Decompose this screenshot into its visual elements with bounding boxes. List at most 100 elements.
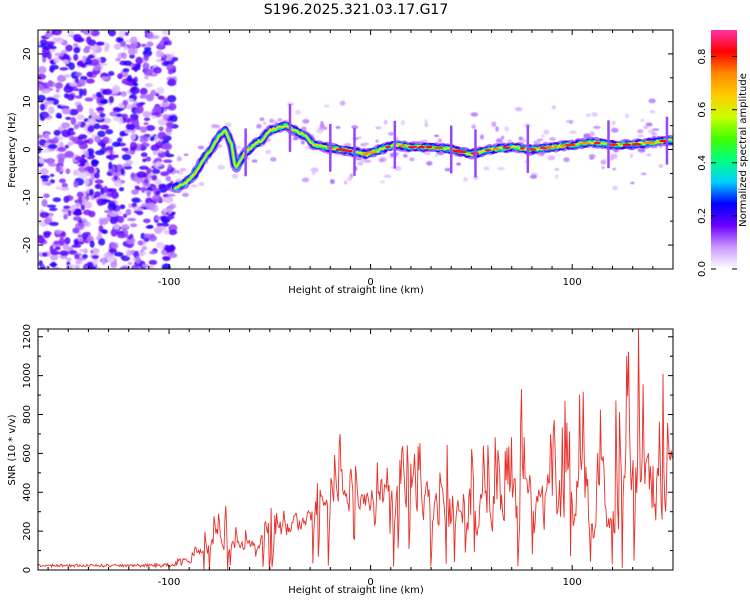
- noise-blob: [117, 232, 126, 239]
- noise-blob: [41, 199, 48, 207]
- faint-blob: [329, 178, 335, 185]
- noise-blob: [168, 229, 178, 236]
- noise-blob: [57, 146, 67, 152]
- faint-blob: [349, 173, 354, 179]
- snr-x-label: Height of straight line (km): [288, 585, 424, 596]
- faint-blob: [236, 145, 242, 149]
- faint-blob: [586, 113, 591, 117]
- noise-blob: [160, 102, 170, 108]
- faint-blob: [543, 129, 550, 135]
- ridge-peak: [456, 150, 467, 154]
- faint-blob: [624, 113, 630, 119]
- faint-blob: [649, 109, 656, 114]
- noise-blob: [129, 250, 135, 255]
- noise-blob: [150, 89, 156, 96]
- noise-blob: [155, 92, 160, 97]
- x-tick-label: -100: [158, 577, 181, 588]
- faint-blob: [409, 157, 415, 162]
- noise-blob: [50, 253, 59, 261]
- noise-blob: [135, 125, 141, 130]
- faint-blob: [483, 166, 490, 171]
- noise-blob: [96, 198, 105, 206]
- noise-blob: [143, 237, 150, 242]
- noise-blob: [78, 88, 84, 97]
- noise-blob: [55, 88, 60, 93]
- noise-blob: [167, 78, 176, 85]
- faint-blob: [305, 146, 309, 150]
- x-tick-label: 0: [367, 277, 373, 288]
- ridge-peak: [407, 145, 418, 149]
- faint-blob: [375, 126, 382, 130]
- noise-blob: [125, 208, 132, 216]
- noise-blob: [55, 229, 63, 235]
- noise-blob: [63, 195, 70, 203]
- faint-blob: [645, 122, 653, 127]
- noise-blob: [94, 183, 102, 190]
- noise-blob: [64, 150, 74, 158]
- noise-blob: [139, 135, 149, 139]
- noise-blob: [76, 62, 86, 66]
- noise-blob: [38, 266, 46, 269]
- faint-blob: [259, 117, 265, 122]
- faint-blob: [612, 185, 618, 191]
- noise-blob: [47, 80, 54, 87]
- noise-blob: [67, 209, 72, 217]
- noise-blob: [90, 30, 100, 37]
- noise-blob: [115, 57, 121, 62]
- faint-blob: [211, 124, 219, 129]
- noise-blob: [110, 228, 118, 237]
- noise-blob: [127, 261, 133, 266]
- noise-blob: [48, 221, 59, 226]
- noise-blob: [130, 141, 137, 147]
- noise-blob: [57, 104, 62, 109]
- faint-blob: [539, 153, 545, 157]
- noise-blob: [107, 203, 117, 211]
- noise-blob: [52, 248, 57, 253]
- noise-blob: [59, 250, 70, 257]
- noise-blob: [64, 237, 71, 245]
- noise-blob: [165, 126, 173, 133]
- y-tick-label: 20: [22, 48, 33, 61]
- noise-blob: [143, 53, 150, 61]
- noise-blob: [96, 91, 102, 98]
- faint-blob: [323, 104, 330, 108]
- noise-blob: [122, 163, 132, 167]
- noise-blob: [142, 111, 152, 118]
- faint-blob: [549, 137, 556, 141]
- noise-blob: [67, 127, 75, 132]
- noise-blob: [99, 112, 106, 118]
- noise-blob: [61, 122, 71, 129]
- noise-blob: [157, 118, 168, 126]
- noise-blob: [113, 223, 120, 230]
- noise-blob: [166, 64, 176, 71]
- colorbar-tick-label: 0.8: [697, 49, 708, 65]
- faint-blob: [637, 134, 645, 138]
- faint-blob: [640, 172, 647, 176]
- noise-blob: [96, 97, 101, 103]
- noise-blob: [94, 135, 101, 143]
- noise-blob: [118, 30, 126, 38]
- noise-blob: [156, 226, 166, 231]
- noise-blob: [54, 246, 61, 251]
- noise-blob: [67, 141, 74, 146]
- faint-blob: [591, 112, 598, 117]
- noise-blob: [67, 93, 75, 101]
- faint-blob: [179, 167, 187, 172]
- faint-blob: [434, 134, 439, 138]
- noise-blob: [165, 215, 175, 220]
- noise-blob: [72, 169, 79, 176]
- faint-blob: [434, 152, 438, 157]
- y-tick-label: 200: [22, 522, 33, 541]
- noise-blob: [99, 195, 110, 199]
- noise-blob: [103, 252, 113, 259]
- noise-blob: [78, 166, 87, 173]
- noise-blob: [38, 237, 46, 244]
- faint-blob: [335, 126, 341, 129]
- noise-blob: [95, 266, 101, 269]
- noise-blob: [98, 225, 104, 233]
- noise-blob: [156, 149, 164, 153]
- noise-blob: [91, 160, 100, 165]
- noise-blob: [74, 265, 80, 269]
- noise-blob: [102, 136, 110, 145]
